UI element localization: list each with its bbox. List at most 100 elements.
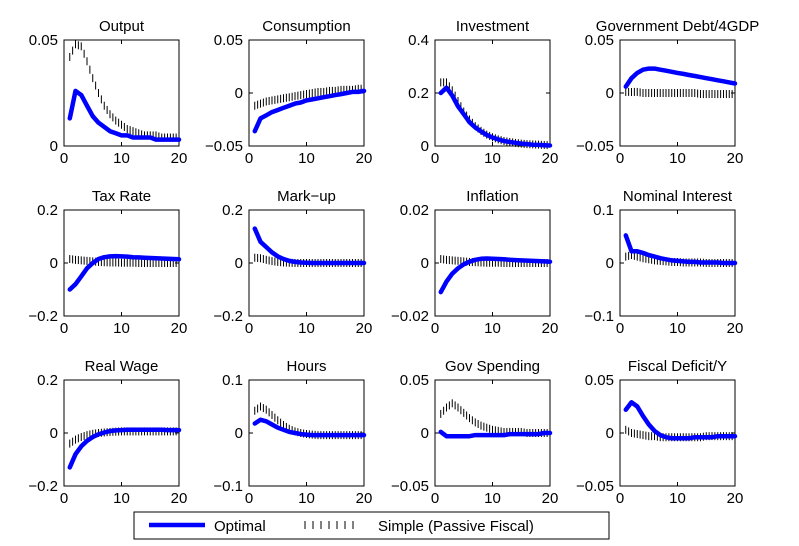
panel-real-wage: Real Wage−0.200.20 10 20 — [28, 358, 187, 507]
x-tick-label: 0 — [245, 150, 253, 167]
y-tick-label: −0.05 — [205, 138, 243, 155]
y-tick-label: 0.1 — [593, 202, 614, 219]
x-tick-label: 0 — [245, 320, 253, 337]
x-tick-label: 0 — [60, 150, 68, 167]
series-optimal-consumption — [252, 88, 367, 134]
x-tick-label: 20 — [727, 490, 744, 507]
x-tick-label: 10 — [113, 490, 130, 507]
series-optimal-inflation — [438, 256, 553, 295]
x-tick-label: 20 — [542, 490, 559, 507]
x-tick-label: 0 — [431, 490, 439, 507]
y-tick-label: 0 — [235, 255, 243, 272]
y-tick-label: 0 — [606, 425, 614, 442]
panel-investment: Investment 0 0.2 0.4 0 10 20 — [408, 18, 558, 167]
x-tick-label: 20 — [356, 320, 373, 337]
y-tick-label: 0.2 — [37, 372, 58, 389]
y-tick-label: 0.4 — [408, 32, 429, 49]
panel-title: Hours — [286, 358, 326, 375]
x-tick-label: 20 — [171, 490, 188, 507]
x-tick-label: 10 — [669, 150, 686, 167]
legend: Optimal Simple (Passive Fiscal) — [133, 511, 610, 540]
y-tick-label: 0.2 — [37, 202, 58, 219]
series-optimal-tax-rate — [67, 253, 182, 292]
y-tick-label: 0.05 — [214, 32, 243, 49]
legend-optimal-label: Optimal — [214, 518, 266, 535]
series-optimal-mark-up — [252, 226, 367, 266]
y-tick-label: 0 — [421, 425, 429, 442]
x-tick-label: 20 — [171, 150, 188, 167]
y-tick-label: 0.05 — [585, 32, 614, 49]
x-tick-label: 0 — [245, 490, 253, 507]
y-tick-label: −0.2 — [28, 308, 58, 325]
series-optimal-gov-spending — [438, 429, 553, 439]
y-tick-label: −0.05 — [576, 478, 614, 495]
legend-simple-label: Simple (Passive Fiscal) — [378, 518, 534, 535]
x-tick-label: 20 — [356, 150, 373, 167]
y-tick-label: 0 — [606, 255, 614, 272]
series-simple-consumption — [254, 84, 362, 110]
x-tick-label: 10 — [298, 150, 315, 167]
y-tick-label: 0 — [50, 255, 58, 272]
y-tick-label: 0 — [50, 425, 58, 442]
series-optimal-investment — [438, 85, 553, 148]
x-tick-label: 10 — [298, 490, 315, 507]
y-tick-label: −0.1 — [213, 478, 243, 495]
y-tick-label: 0 — [421, 255, 429, 272]
series-optimal-fiscal-deficit-y — [623, 400, 738, 441]
panel-title: Fiscal Deficit/Y — [628, 358, 727, 375]
x-tick-label: 20 — [727, 150, 744, 167]
panel-title: Tax Rate — [92, 188, 151, 205]
y-tick-label: 0.05 — [585, 372, 614, 389]
panel-title: Investment — [456, 18, 530, 35]
x-tick-label: 20 — [171, 320, 188, 337]
x-tick-label: 20 — [542, 320, 559, 337]
y-tick-label: −0.1 — [584, 308, 614, 325]
x-tick-label: 0 — [616, 320, 624, 337]
y-tick-label: 0.2 — [222, 202, 243, 219]
y-tick-label: −0.2 — [28, 478, 58, 495]
x-tick-label: 10 — [113, 320, 130, 337]
series-optimal-government-debt-4gdp — [623, 66, 738, 89]
x-tick-label: 0 — [616, 490, 624, 507]
legend-simple-swatch — [304, 521, 354, 529]
legend-box — [133, 511, 610, 540]
x-tick-label: 0 — [60, 320, 68, 337]
panel-title: Real Wage — [85, 358, 159, 375]
series-optimal-nominal-interest — [623, 233, 738, 266]
series-simple-gov-spending — [440, 399, 548, 437]
panel-title: Output — [99, 18, 145, 35]
x-tick-label: 10 — [669, 490, 686, 507]
x-tick-label: 20 — [356, 490, 373, 507]
panel-title: Gov Spending — [445, 358, 540, 375]
y-tick-label: −0.2 — [213, 308, 243, 325]
y-tick-label: 0 — [421, 138, 429, 155]
x-tick-label: 0 — [431, 150, 439, 167]
panel-title: Mark−up — [277, 188, 336, 205]
y-tick-label: 0 — [235, 425, 243, 442]
x-tick-label: 10 — [113, 150, 130, 167]
panel-nominal-interest: Nominal Interest−0.100.10 10 20 — [584, 188, 743, 337]
x-tick-label: 0 — [431, 320, 439, 337]
series-simple-government-debt-4gdp — [625, 87, 733, 99]
panel-title: Government Debt/4GDP — [596, 18, 759, 35]
panel-hours: Hours−0.100.10 10 20 — [213, 358, 372, 507]
y-tick-label: 0.05 — [400, 372, 429, 389]
x-tick-label: 10 — [298, 320, 315, 337]
series-optimal-hours — [252, 417, 367, 438]
x-tick-label: 0 — [616, 150, 624, 167]
x-tick-label: 10 — [484, 490, 501, 507]
x-tick-label: 10 — [669, 320, 686, 337]
x-tick-label: 20 — [542, 150, 559, 167]
y-tick-label: 0 — [235, 85, 243, 102]
y-tick-label: −0.05 — [576, 138, 614, 155]
panel-title: Inflation — [466, 188, 519, 205]
y-tick-label: 0 — [606, 85, 614, 102]
y-tick-label: 0.2 — [408, 85, 429, 102]
panel-title: Consumption — [262, 18, 350, 35]
y-tick-label: 0.02 — [400, 202, 429, 219]
